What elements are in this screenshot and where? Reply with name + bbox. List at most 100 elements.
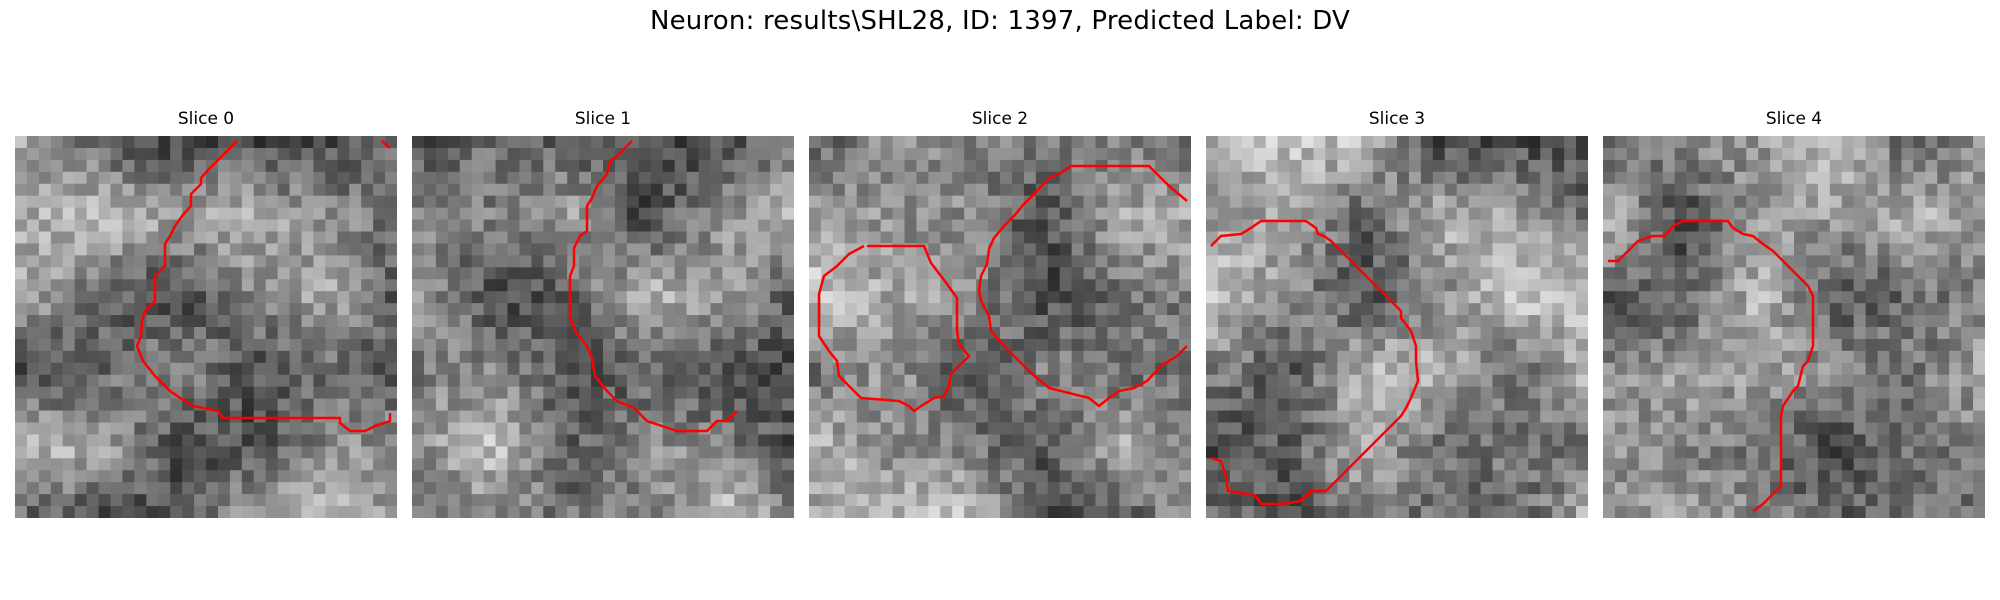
image-pixel	[567, 506, 580, 518]
slice-title: Slice 2	[971, 109, 1029, 129]
image-pixel	[86, 506, 100, 518]
image-pixel	[98, 434, 111, 447]
image-pixel	[734, 243, 747, 256]
image-pixel	[662, 147, 676, 161]
image-pixel	[638, 243, 652, 256]
image-pixel	[361, 159, 374, 173]
image-pixel	[1143, 243, 1156, 256]
image-pixel	[349, 338, 362, 352]
image-pixel	[15, 303, 28, 316]
image-pixel	[423, 279, 437, 292]
image-pixel	[531, 374, 544, 388]
image-pixel	[638, 398, 652, 412]
image-pixel	[471, 255, 485, 268]
image-pixel	[170, 171, 183, 185]
image-pixel	[98, 410, 111, 423]
image-pixel	[603, 279, 616, 292]
image-pixel	[626, 207, 640, 221]
image-pixel	[1179, 243, 1191, 256]
image-pixel	[662, 183, 676, 197]
image-pixel	[229, 398, 243, 412]
image-pixel	[241, 470, 255, 483]
image-pixel	[638, 267, 652, 280]
image-pixel	[844, 147, 858, 161]
image-pixel	[26, 136, 40, 149]
image-pixel	[579, 255, 592, 268]
image-pixel	[241, 506, 255, 518]
image-pixel	[770, 279, 783, 292]
image-pixel	[412, 362, 425, 376]
image-pixel	[686, 159, 699, 173]
image-pixel	[662, 219, 676, 232]
image-pixel	[241, 422, 255, 435]
image-pixel	[206, 506, 219, 518]
image-pixel	[447, 219, 461, 232]
image-pixel	[337, 136, 350, 149]
image-pixel	[447, 255, 461, 268]
image-pixel	[325, 422, 338, 435]
image-pixel	[134, 494, 147, 507]
image-pixel	[182, 315, 195, 328]
image-pixel	[1035, 243, 1049, 256]
image-pixel	[674, 303, 688, 316]
image-pixel	[361, 374, 374, 388]
image-pixel	[904, 327, 917, 340]
image-pixel	[50, 338, 64, 352]
image-pixel	[1035, 279, 1049, 292]
image-pixel	[638, 374, 652, 388]
image-pixel	[698, 446, 711, 459]
image-pixel	[301, 231, 314, 244]
image-pixel	[483, 482, 497, 495]
image-pixel	[361, 291, 374, 304]
image-pixel	[459, 219, 473, 232]
image-pixel	[507, 482, 520, 495]
image-pixel	[15, 255, 28, 268]
image-pixel	[134, 231, 147, 244]
image-pixel	[170, 410, 183, 423]
image-pixel	[507, 255, 520, 268]
image-pixel	[158, 470, 171, 483]
image-pixel	[674, 267, 688, 280]
image-pixel	[650, 410, 664, 423]
image-pixel	[385, 315, 397, 328]
image-pixel	[483, 506, 497, 518]
image-pixel	[26, 482, 40, 495]
image-pixel	[579, 362, 592, 376]
image-pixel	[904, 315, 917, 328]
image-pixel	[734, 147, 747, 161]
image-pixel	[459, 482, 473, 495]
image-pixel	[1155, 291, 1168, 304]
image-pixel	[964, 315, 977, 328]
image-pixel	[734, 291, 747, 304]
image-pixel	[722, 434, 735, 447]
image-pixel	[217, 350, 231, 364]
image-pixel	[928, 243, 941, 256]
image-pixel	[832, 207, 846, 221]
image-pixel	[495, 231, 508, 244]
image-pixel	[519, 386, 532, 400]
image-pixel	[373, 458, 386, 471]
image-pixel	[158, 219, 171, 232]
image-pixel	[543, 291, 556, 304]
image-pixel	[217, 470, 231, 483]
image-pixel	[459, 303, 473, 316]
image-pixel	[1167, 327, 1180, 340]
image-pixel	[555, 207, 568, 221]
image-pixel	[325, 315, 338, 328]
image-pixel	[325, 207, 338, 221]
image-pixel	[277, 434, 291, 447]
image-pixel	[182, 303, 195, 316]
image-pixel	[373, 386, 386, 400]
image-pixel	[758, 255, 771, 268]
image-pixel	[531, 195, 544, 209]
image-pixel	[782, 398, 794, 412]
image-pixel	[170, 422, 183, 435]
image-pixel	[940, 207, 953, 221]
image-pixel	[758, 494, 771, 507]
image-pixel	[1119, 183, 1132, 197]
image-pixel	[385, 219, 397, 232]
image-pixel	[928, 147, 941, 161]
image-pixel	[674, 410, 688, 423]
image-pixel	[614, 136, 628, 149]
image-pixel	[567, 458, 580, 471]
